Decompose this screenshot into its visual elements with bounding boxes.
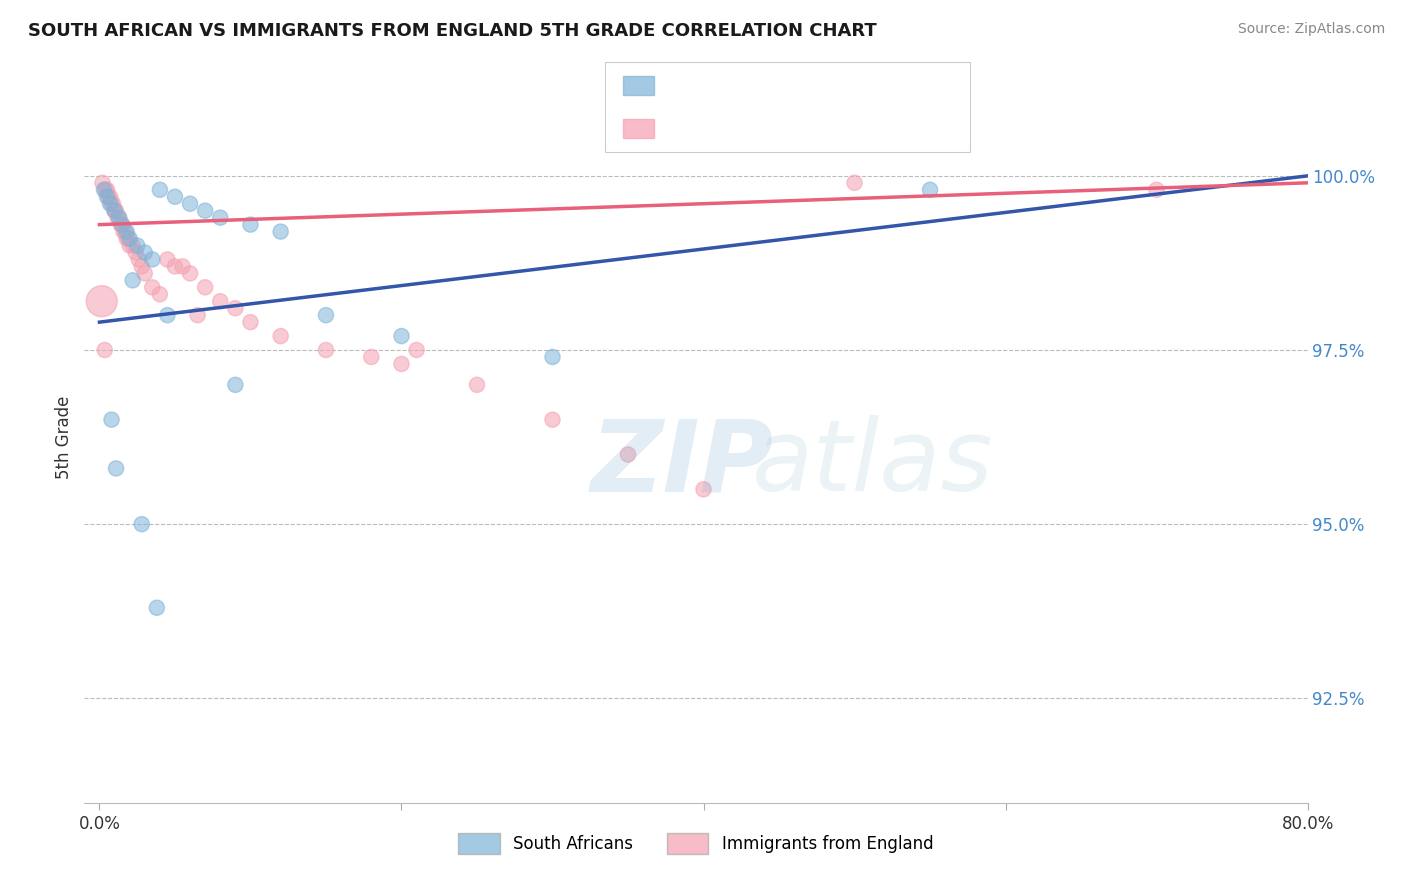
Text: SOUTH AFRICAN VS IMMIGRANTS FROM ENGLAND 5TH GRADE CORRELATION CHART: SOUTH AFRICAN VS IMMIGRANTS FROM ENGLAND… xyxy=(28,22,877,40)
Point xyxy=(541,350,564,364)
Text: Source: ZipAtlas.com: Source: ZipAtlas.com xyxy=(1237,22,1385,37)
Text: atlas: atlas xyxy=(752,416,994,512)
Point xyxy=(115,231,138,245)
Point xyxy=(111,218,134,232)
Point xyxy=(465,377,488,392)
Point xyxy=(105,203,128,218)
Point xyxy=(96,183,118,197)
Point xyxy=(239,315,262,329)
Point xyxy=(692,483,714,497)
Point xyxy=(100,412,122,426)
Point xyxy=(156,252,179,267)
Point xyxy=(127,238,149,252)
Y-axis label: 5th Grade: 5th Grade xyxy=(55,395,73,479)
Point xyxy=(149,287,172,301)
Point xyxy=(100,196,122,211)
Point xyxy=(114,225,136,239)
Point xyxy=(209,211,232,225)
Text: R = 0.349    N = 29: R = 0.349 N = 29 xyxy=(665,76,856,94)
Text: R = 0.126    N = 47: R = 0.126 N = 47 xyxy=(665,120,856,137)
Point xyxy=(187,308,209,322)
Point xyxy=(121,273,143,287)
Point xyxy=(149,183,172,197)
Point xyxy=(194,280,217,294)
Point xyxy=(98,196,121,211)
Point xyxy=(163,260,186,274)
Point xyxy=(96,190,118,204)
Point xyxy=(108,211,131,225)
Point xyxy=(224,377,246,392)
Point xyxy=(1146,183,1168,197)
Point xyxy=(131,517,153,532)
Point xyxy=(194,203,217,218)
Point xyxy=(315,308,337,322)
Point xyxy=(844,176,866,190)
Point xyxy=(270,329,292,343)
Point xyxy=(239,218,262,232)
Point xyxy=(93,183,115,197)
Point xyxy=(93,343,115,357)
Point xyxy=(94,183,117,197)
Point xyxy=(103,203,125,218)
Point xyxy=(179,266,201,280)
Point xyxy=(107,211,129,225)
Point xyxy=(121,238,143,252)
Point xyxy=(270,225,292,239)
Point xyxy=(405,343,427,357)
Point xyxy=(111,218,134,232)
Point xyxy=(391,357,413,371)
Point xyxy=(128,252,150,267)
Point xyxy=(172,260,194,274)
Point xyxy=(101,196,124,211)
Point xyxy=(98,190,121,204)
Point xyxy=(103,203,125,218)
Point xyxy=(97,190,120,204)
Point xyxy=(224,301,246,316)
Point xyxy=(179,196,201,211)
Point xyxy=(541,412,564,426)
Point xyxy=(91,176,114,190)
Point xyxy=(134,266,156,280)
Point xyxy=(118,238,141,252)
Point xyxy=(391,329,413,343)
Point xyxy=(360,350,382,364)
Point xyxy=(156,308,179,322)
Legend: South Africans, Immigrants from England: South Africans, Immigrants from England xyxy=(451,827,941,860)
Point xyxy=(90,294,112,309)
Point xyxy=(134,245,156,260)
Point xyxy=(141,280,163,294)
Point xyxy=(146,600,169,615)
Point xyxy=(163,190,186,204)
Point xyxy=(125,245,148,260)
Point xyxy=(105,461,128,475)
Point xyxy=(118,231,141,245)
Point xyxy=(918,183,941,197)
Point xyxy=(209,294,232,309)
Point xyxy=(315,343,337,357)
Point xyxy=(141,252,163,267)
Point xyxy=(112,225,135,239)
Point xyxy=(117,231,139,245)
Point xyxy=(110,218,132,232)
Point xyxy=(131,260,153,274)
Text: ZIP: ZIP xyxy=(591,416,773,512)
Point xyxy=(115,225,138,239)
Point xyxy=(108,211,131,225)
Point xyxy=(617,448,640,462)
